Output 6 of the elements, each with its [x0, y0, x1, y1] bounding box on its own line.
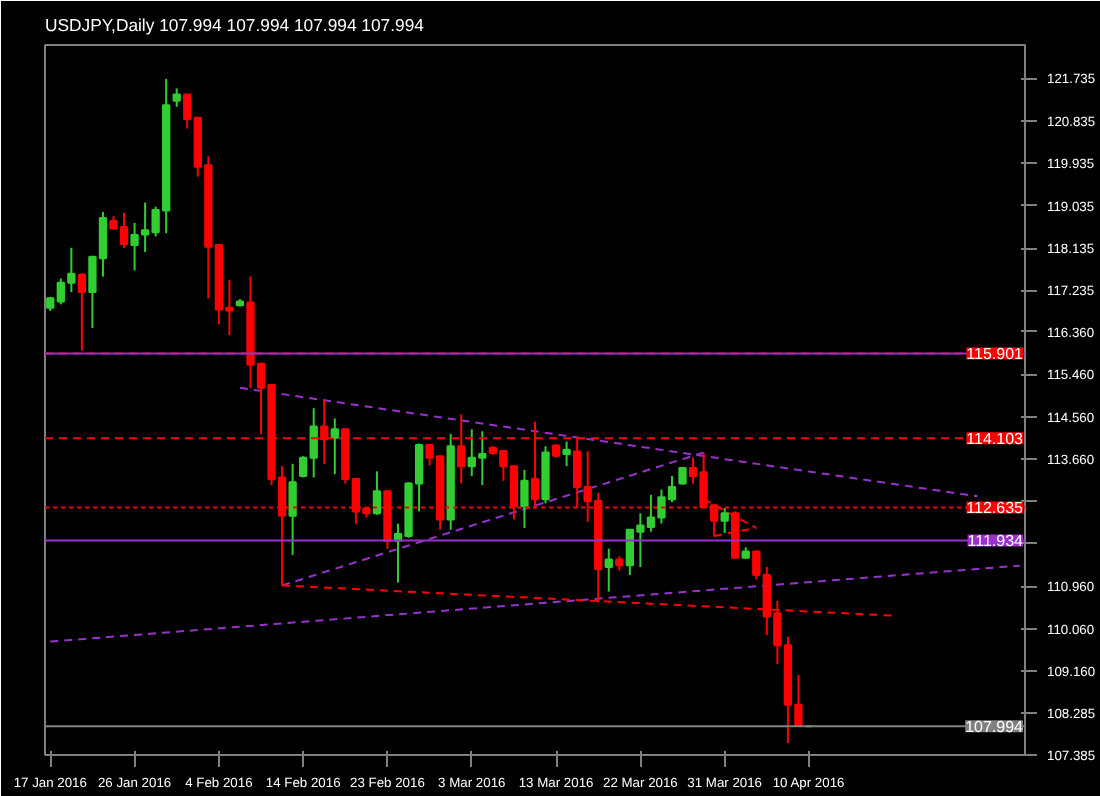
ref-line-label: 115.901: [966, 345, 1025, 364]
ref-line-label: 107.994: [965, 718, 1025, 737]
ref-line-label: 111.934: [967, 532, 1025, 551]
ref-line-label: 114.103: [966, 430, 1025, 449]
ref-line-label: 112.635: [966, 499, 1025, 518]
chart-title: USDJPY,Daily 107.994 107.994 107.994 107.994: [45, 15, 425, 35]
